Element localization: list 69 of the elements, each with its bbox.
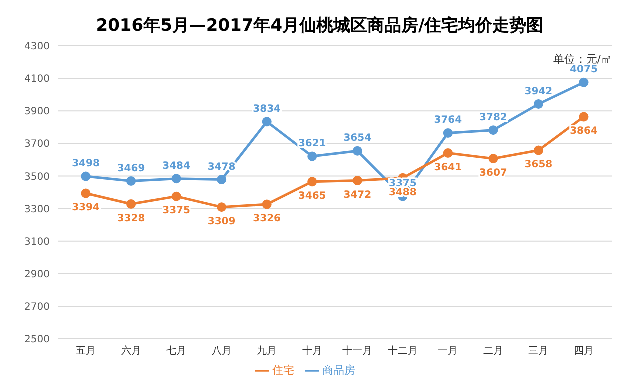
legend-label: 住宅 xyxy=(272,364,294,377)
data-label: 3607 xyxy=(480,168,508,179)
y-tick-label: 4300 xyxy=(24,42,50,53)
point xyxy=(308,152,318,162)
data-label: 3484 xyxy=(162,160,190,172)
data-label: 3654 xyxy=(344,133,372,144)
data-label: 3782 xyxy=(480,112,508,124)
point xyxy=(262,200,272,210)
x-tick-label: 三月 xyxy=(528,346,549,358)
data-label: 3375 xyxy=(162,206,190,217)
point xyxy=(579,112,589,122)
point xyxy=(126,176,136,186)
data-label: 3621 xyxy=(298,138,326,150)
point xyxy=(172,192,182,202)
x-tick-label: 八月 xyxy=(212,346,232,358)
point xyxy=(443,148,453,158)
point xyxy=(262,117,272,127)
point xyxy=(81,172,91,182)
point xyxy=(352,146,362,156)
y-tick-label: 4100 xyxy=(24,74,50,86)
y-tick-label: 3300 xyxy=(24,204,50,216)
point xyxy=(217,175,227,185)
point xyxy=(579,78,589,88)
y-tick-label: 2500 xyxy=(24,334,50,346)
x-tick-label: 十二月 xyxy=(388,345,418,358)
point xyxy=(534,146,544,156)
data-label: 3309 xyxy=(208,216,236,228)
y-tick-label: 3100 xyxy=(24,236,50,248)
data-label: 3498 xyxy=(72,158,100,170)
chart-title: 2016年5月—2017年4月仙桃城区商品房/住宅均价走势图 xyxy=(95,15,545,38)
point xyxy=(126,199,136,209)
y-tick-label: 3900 xyxy=(24,106,50,118)
data-label: 3834 xyxy=(253,104,282,115)
point xyxy=(172,174,182,184)
x-tick-label: 五月 xyxy=(76,346,96,358)
x-tick-label: 六月 xyxy=(121,345,142,358)
x-tick-label: 四月 xyxy=(574,346,594,358)
data-label: 3864 xyxy=(570,126,598,138)
y-tick-label: 2900 xyxy=(24,269,50,280)
data-label: 3326 xyxy=(253,214,282,225)
point xyxy=(308,177,318,187)
point xyxy=(352,176,362,186)
x-tick-label: 十月 xyxy=(302,345,322,358)
data-label: 4075 xyxy=(570,64,598,76)
x-tick-label: 十一月 xyxy=(342,345,373,358)
annotation: 单位：元/㎡ xyxy=(553,52,612,66)
x-tick-label: 七月 xyxy=(166,345,187,358)
point xyxy=(488,126,498,136)
y-tick-label: 2700 xyxy=(24,302,50,313)
point xyxy=(534,100,544,110)
data-label: 3328 xyxy=(117,213,146,224)
x-tick-label: 二月 xyxy=(483,346,504,358)
y-tick-label: 3700 xyxy=(24,139,50,150)
point xyxy=(488,154,498,164)
data-label: 3465 xyxy=(298,191,326,202)
data-label: 3394 xyxy=(72,202,100,214)
x-tick-label: 九月 xyxy=(257,345,278,358)
data-label: 3641 xyxy=(434,162,462,174)
point xyxy=(81,188,91,198)
legend-label: 商品房 xyxy=(322,364,356,377)
point xyxy=(217,202,227,212)
x-tick-label: 一月 xyxy=(438,346,458,358)
data-label: 3942 xyxy=(524,86,553,98)
point xyxy=(443,128,453,138)
y-tick-label: 3500 xyxy=(24,172,50,183)
data-label: 3764 xyxy=(434,115,462,126)
data-label: 3469 xyxy=(117,163,146,174)
data-label: 3658 xyxy=(524,160,553,171)
data-label: 3472 xyxy=(344,190,372,201)
